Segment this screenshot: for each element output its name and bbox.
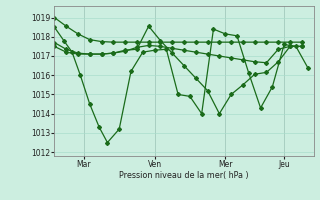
X-axis label: Pression niveau de la mer( hPa ): Pression niveau de la mer( hPa ) [119, 171, 249, 180]
